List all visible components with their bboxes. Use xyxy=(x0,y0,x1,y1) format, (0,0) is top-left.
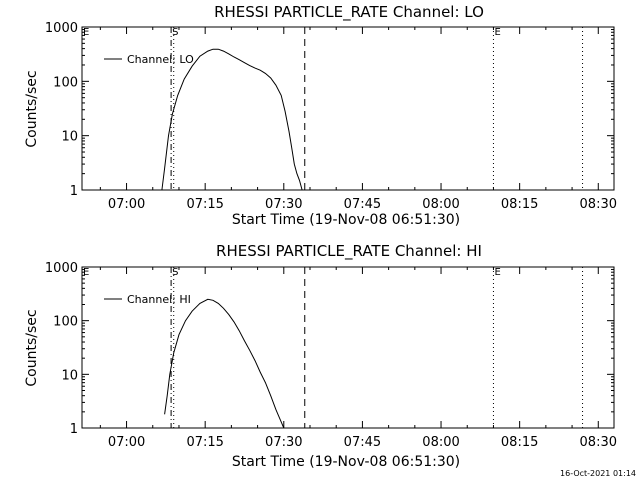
data-marks-lo: S EE xyxy=(83,27,584,191)
plot-frame-hi xyxy=(81,266,615,429)
y-tick-label-lo-0: 1 xyxy=(70,184,78,199)
x-tick-label-lo-6: 08:30 xyxy=(580,197,617,212)
corner-marker-hi: E xyxy=(83,267,89,278)
x-tick-label-hi-6: 08:30 xyxy=(580,435,617,450)
x-axis-label-hi: Start Time (19-Nov-08 06:51:30) xyxy=(232,454,460,470)
x-axis-label-lo: Start Time (19-Nov-08 06:51:30) xyxy=(232,212,460,228)
legend-label-hi: Channel: HI xyxy=(127,293,191,306)
series-line-lo-0 xyxy=(161,48,303,191)
end-marker-lo: E xyxy=(494,27,500,38)
footer-timestamp: 16-Oct-2021 01:14 xyxy=(560,469,636,478)
y-axis-label-hi: Counts/sec xyxy=(24,309,40,386)
x-tick-label-hi-2: 07:30 xyxy=(265,435,302,450)
x-tick-label-lo-2: 07:30 xyxy=(265,197,302,212)
plot-frame-lo xyxy=(81,26,615,191)
y-tick-label-hi-2: 100 xyxy=(53,315,78,330)
x-tick-label-lo-5: 08:15 xyxy=(501,197,538,212)
x-tick-label-hi-5: 08:15 xyxy=(501,435,538,450)
start-marker-hi: S xyxy=(172,267,178,278)
y-tick-label-hi-0: 1 xyxy=(70,422,78,437)
x-tick-label-hi-3: 07:45 xyxy=(344,435,381,450)
x-tick-label-hi-1: 07:15 xyxy=(186,435,223,450)
panel-lo: RHESSI PARTICLE_RATE Channel: LO Counts/… xyxy=(24,3,617,228)
axes-lo: 07:00 07:15 07:30 07:45 08:00 08:15 08:30 1 10 10… xyxy=(45,21,617,212)
data-marks-hi: S EE xyxy=(83,267,584,429)
x-tick-label-lo-1: 07:15 xyxy=(186,197,223,212)
x-tick-label-hi-4: 08:00 xyxy=(422,435,459,450)
y-axis-label-lo: Counts/sec xyxy=(24,70,40,147)
chart-title-hi: RHESSI PARTICLE_RATE Channel: HI xyxy=(216,242,482,261)
start-marker-lo: S xyxy=(172,27,178,38)
legend-hi: Channel: HI xyxy=(104,293,191,306)
y-tick-label-lo-3: 1000 xyxy=(45,21,78,36)
x-tick-label-lo-3: 07:45 xyxy=(344,197,381,212)
legend-lo: Channel: LO xyxy=(104,53,194,66)
y-tick-label-hi-1: 10 xyxy=(61,368,78,383)
panel-hi: RHESSI PARTICLE_RATE Channel: HI Counts/… xyxy=(24,242,617,470)
y-tick-label-lo-2: 100 xyxy=(53,75,78,90)
corner-marker-lo: E xyxy=(83,27,89,38)
series-line-hi-0 xyxy=(164,298,285,429)
chart-title-lo: RHESSI PARTICLE_RATE Channel: LO xyxy=(214,3,484,22)
x-tick-label-lo-4: 08:00 xyxy=(422,197,459,212)
x-tick-label-lo-0: 07:00 xyxy=(108,197,145,212)
y-tick-label-hi-3: 1000 xyxy=(45,261,78,276)
y-tick-label-lo-1: 10 xyxy=(61,130,78,145)
x-tick-label-hi-0: 07:00 xyxy=(108,435,145,450)
end-marker-hi: E xyxy=(494,267,500,278)
legend-label-lo: Channel: LO xyxy=(127,53,194,66)
